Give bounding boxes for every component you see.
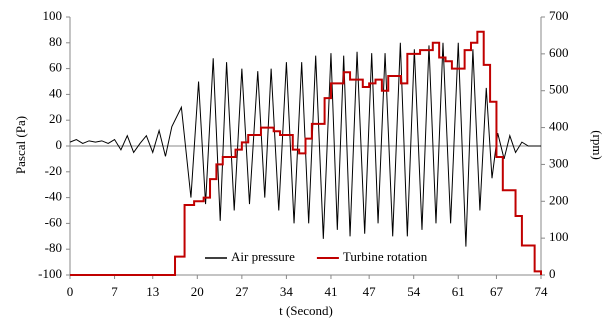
x-tick-label: 20 [191,284,204,299]
y-tick-label: 60 [49,60,62,75]
y-tick-label: 80 [49,34,62,49]
y2-tick-label: 300 [549,155,569,170]
x-tick-label: 41 [324,284,337,299]
y2-tick-label: 700 [549,8,569,23]
y-tick-label: -20 [45,163,62,178]
x-tick-label: 13 [146,284,159,299]
y2-tick-label: 500 [549,82,569,97]
x-tick-label: 47 [363,284,377,299]
y-tick-label: 40 [49,85,62,100]
x-tick-label: 67 [490,284,504,299]
y-axis-label: Pascal (Pa) [13,116,28,174]
y-tick-label: -40 [45,189,62,204]
y2-tick-label: 200 [549,192,569,207]
x-axis-label: t (Second) [279,303,333,318]
x-tick-label: 34 [280,284,294,299]
y-tick-label: -60 [45,214,62,229]
y2-tick-label: 600 [549,45,569,60]
legend-label: Turbine rotation [343,249,428,264]
y-tick-label: 0 [56,137,63,152]
y2-tick-label: 0 [549,266,556,281]
y2-tick-label: 100 [549,229,569,244]
x-tick-label: 74 [535,284,549,299]
x-tick-label: 27 [235,284,249,299]
x-tick-label: 61 [452,284,465,299]
y2-axis-label: (rpm) [590,130,605,160]
legend-label: Air pressure [231,249,295,264]
y-tick-label: 20 [49,111,62,126]
y-tick-label: 100 [43,8,63,23]
y-tick-label: -80 [45,240,62,255]
y2-tick-label: 400 [549,119,569,134]
series-line [69,42,541,247]
x-tick-label: 0 [67,284,74,299]
x-tick-label: 54 [407,284,421,299]
series-line [70,30,542,276]
y-tick-label: -100 [38,266,62,281]
x-tick-label: 7 [111,284,118,299]
